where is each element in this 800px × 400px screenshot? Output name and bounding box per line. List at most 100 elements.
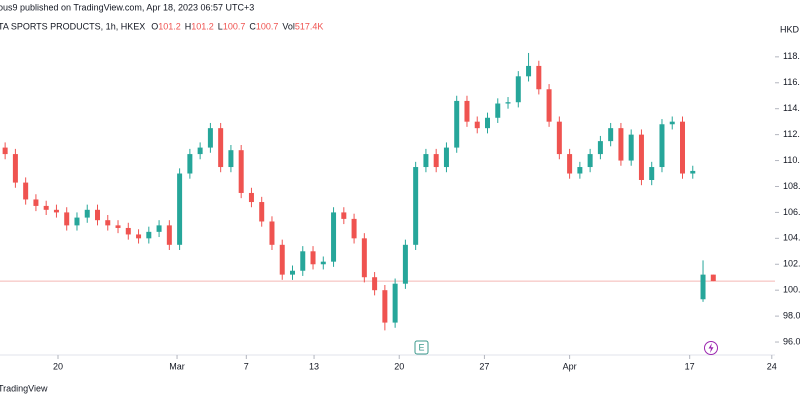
candle-body [207,128,213,148]
legend-value: 100.7 [256,21,279,31]
y-tick-label: 116.0 [783,77,800,87]
candle-body [423,154,429,168]
candle-body [413,167,419,245]
candle-body [546,89,552,122]
candle-body [238,150,244,193]
candle-body [300,251,306,271]
candle-body [680,121,685,174]
candle-body [310,251,316,265]
publisher: ous9 published on TradingView.com, Apr 1… [0,2,254,12]
y-tick-label: 98.0 [783,310,800,320]
candle-body [125,227,131,235]
y-tick-label: 100.0 [783,285,800,295]
candle-body [587,154,593,168]
candle-body [33,199,39,206]
candle-body [331,212,337,262]
candle-body [618,128,624,161]
candle-body [443,147,449,168]
y-tick-label: 102.0 [783,259,800,269]
x-tick-label: 20 [394,361,404,371]
candle-body [505,102,511,104]
candle-body [156,225,162,232]
x-tick-label: Mar [169,361,185,371]
candle-body [515,76,521,103]
brand: TradingView [0,383,48,393]
y-tick-label: 104.0 [783,233,800,243]
legend-value: 101.2 [158,21,181,31]
candle-body [372,277,378,291]
candle-body [105,220,111,226]
legend-key: L [218,21,223,31]
legend-key: H [185,21,192,31]
candle-body [341,212,347,219]
candle-body [23,182,29,200]
legend-value: 101.2 [191,21,214,31]
candle-body [64,212,70,226]
candle-body [228,150,234,168]
candle-body [659,124,665,168]
candle-body [166,225,172,245]
candle-body [577,167,583,174]
candle-body [187,154,193,174]
x-tick-label: Apr [563,361,577,371]
candle-body [2,147,8,155]
candle-body [146,231,152,239]
event-box[interactable] [414,340,429,355]
candle-body [84,209,90,218]
x-tick-label: 17 [685,361,695,371]
x-tick-label: 24 [767,361,777,371]
candle-body [485,117,490,129]
candle-body [402,244,408,284]
candle-body [351,218,357,239]
candle-body [43,205,49,210]
y-tick-label: 110.0 [783,155,800,165]
candle-body [74,217,80,226]
candle-body [464,100,470,122]
candle-body [669,121,675,125]
legend-value: 517.4K [295,21,324,31]
candle-body [700,274,706,300]
legend-key: Vol [282,21,295,31]
candle-body [597,141,603,155]
event-label[interactable]: E [418,342,424,352]
ohlc-legend: O 101.2 H 101.2 L 100.7 C 100.7 Vol 517.4K [151,21,323,31]
candle-body [290,270,295,275]
candle-body [115,225,121,228]
legend-value: 100.7 [223,21,246,31]
x-tick-label: 27 [479,361,489,371]
y-tick-label: 106.0 [783,207,800,217]
candle-body [53,209,59,213]
candle-body [628,134,634,161]
candle-body [474,121,480,129]
candle-body [526,65,532,77]
candle-body [361,238,367,278]
candle-body [536,65,542,90]
candle-body [259,202,265,222]
dividend-icon[interactable] [704,341,718,355]
lightning[interactable] [708,343,714,353]
candle-body [433,154,439,168]
earnings-icon[interactable]: E [414,340,429,355]
candle-body [710,274,716,282]
candle-body [649,167,655,180]
x-tick-label: 7 [244,361,249,371]
candle-body [95,209,100,221]
candle-body [382,290,388,323]
candle-body [136,234,142,239]
candle-body [248,192,254,203]
candle-body [269,221,275,245]
y-tick-label: 112.0 [783,129,800,139]
candle-body [197,147,203,155]
candle-body [556,121,562,155]
candle-body [12,154,18,183]
y-tick-label: 114.0 [783,103,800,113]
legend-key: O [151,21,158,31]
y-tick-label: 118.0 [783,51,800,61]
candle-body [392,283,398,323]
currency: HKD [780,24,800,34]
candle-body [608,128,614,142]
candle-body [177,173,183,245]
x-tick-label: 13 [309,361,319,371]
symbol: TA SPORTS PRODUCTS, 1h, HKEX [0,21,145,31]
